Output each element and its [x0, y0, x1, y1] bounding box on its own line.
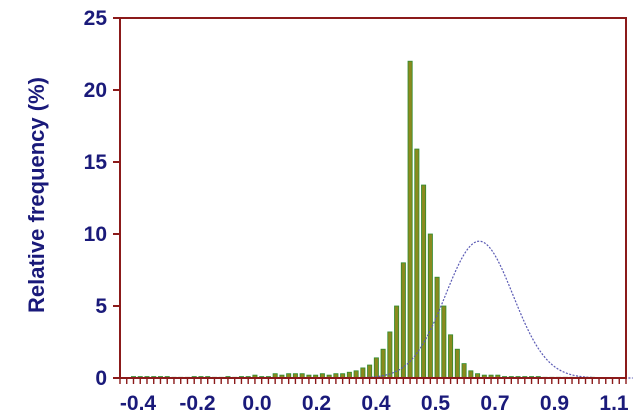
y-tick-label: 15	[84, 151, 108, 174]
x-tick-label: 0.4	[361, 392, 391, 415]
histogram-bar	[367, 364, 373, 379]
plot-frame	[119, 17, 627, 379]
histogram-bar	[407, 60, 413, 379]
y-tick-label: 5	[95, 295, 107, 318]
histogram-bar	[380, 348, 386, 379]
histogram-bar	[441, 305, 447, 379]
histogram-bar	[414, 148, 420, 379]
histogram-bar	[434, 276, 440, 379]
x-tick-label: -0.4	[120, 392, 157, 415]
x-tick-label: 0.0	[242, 392, 271, 415]
histogram-bar	[427, 233, 433, 379]
histogram-bar	[360, 367, 366, 379]
y-tick-label: 25	[84, 7, 108, 30]
y-tick-label: 10	[84, 223, 107, 246]
x-tick-label: -0.2	[179, 392, 215, 415]
histogram-bar	[387, 331, 393, 379]
x-tick-label: 0.7	[480, 392, 509, 415]
histogram-bar	[394, 305, 400, 379]
y-tick-label: 20	[84, 79, 107, 102]
x-tick-label: 0.2	[302, 392, 331, 415]
x-tick-label: 0.5	[421, 392, 451, 415]
normal-fit-curve	[322, 240, 633, 379]
histogram-bar	[468, 370, 474, 379]
histogram-bar	[461, 363, 467, 379]
plot-layer	[130, 60, 633, 379]
y-axis-title: Relative frequency (%)	[24, 77, 49, 313]
histogram-bar	[454, 348, 460, 379]
histogram-bar	[448, 334, 454, 379]
y-tick-label: 0	[95, 367, 107, 390]
histogram-bar	[421, 184, 427, 379]
histogram-bar	[353, 370, 359, 379]
x-tick-label: 1.1	[599, 392, 629, 415]
x-tick-label: 0.9	[540, 392, 569, 415]
histogram-bar	[373, 357, 379, 379]
histogram-bar	[400, 262, 406, 379]
axis-layer: 0 5 10 15 20 25 -0.4 -0.2 0.0 0.2 0.4 0.5 0.7 0.9 1.1	[84, 7, 629, 415]
